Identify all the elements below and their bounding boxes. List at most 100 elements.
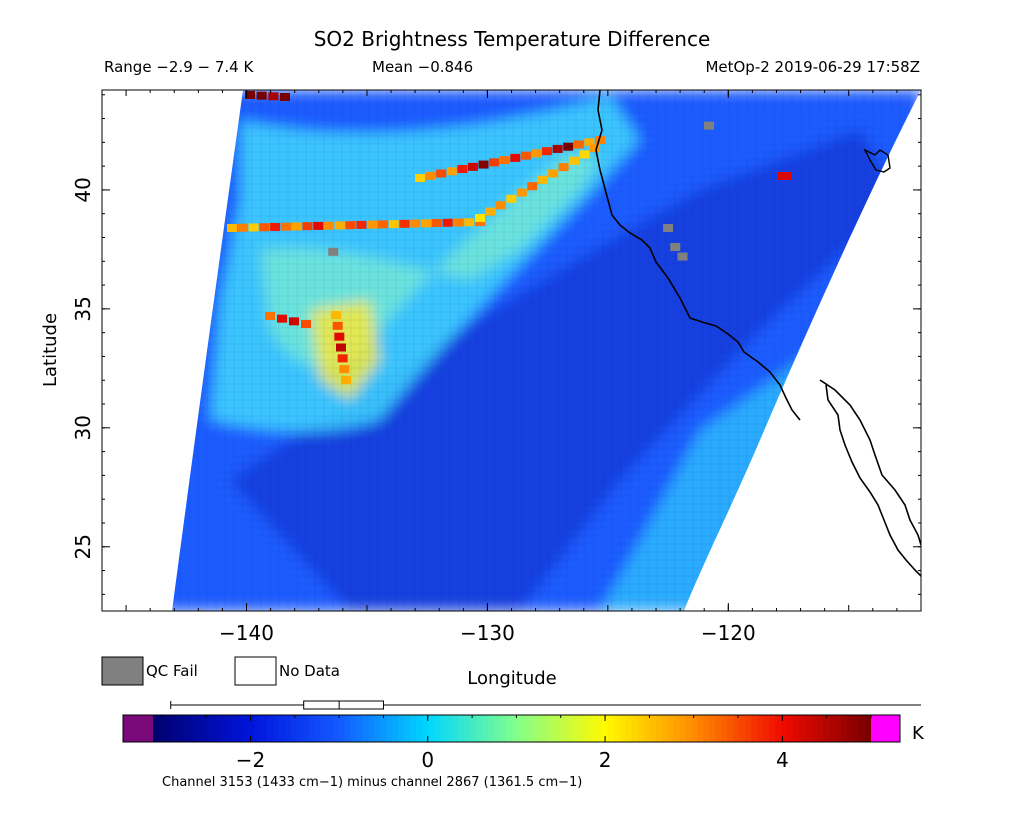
colorbar-segment	[296, 715, 304, 742]
streak-pixel	[527, 182, 538, 191]
colorbar-segment	[589, 715, 597, 742]
colorbar-segment	[667, 715, 675, 742]
colorbar-segment	[853, 715, 860, 742]
streak-pixel	[531, 149, 542, 158]
colorbar-over	[871, 715, 900, 742]
streak-pixel	[446, 167, 457, 176]
hotspot-pixel	[277, 314, 287, 323]
streak-pixel	[453, 218, 464, 227]
streak-pixel	[313, 221, 324, 230]
colorbar-segment	[829, 715, 836, 742]
colorbar-segment	[416, 715, 423, 742]
streak-pixel	[377, 220, 388, 229]
colorbar-segment	[278, 715, 286, 742]
colorbar-segment	[745, 715, 752, 742]
hotspot-pixel	[341, 376, 351, 384]
colorbar-under	[123, 715, 153, 742]
colorbar-segment	[727, 715, 734, 742]
colorbar-segment	[571, 715, 579, 742]
hotspot-pixel	[268, 92, 279, 101]
colorbar-segment	[847, 715, 854, 742]
colorbar-segment	[865, 715, 872, 742]
chart-title: SO2 Brightness Temperature Difference	[314, 27, 711, 51]
streak-pixel	[489, 158, 500, 167]
colorbar-segment	[344, 715, 352, 742]
colorbar-segment	[326, 715, 334, 742]
colorbar-segment	[158, 715, 166, 742]
streak-pixel	[573, 140, 584, 149]
colorbar-segment	[541, 715, 549, 742]
colorbar-segment	[308, 715, 316, 742]
streak-pixel	[520, 151, 531, 160]
colorbar-segment	[793, 715, 800, 742]
range-text: Range −2.9 − 7.4 K	[104, 58, 254, 76]
colorbar-segment	[721, 715, 728, 742]
channel-caption: Channel 3153 (1433 cm−1) minus channel 2…	[162, 775, 582, 790]
hotspot-pixel	[289, 317, 299, 326]
colorbar-segment	[434, 715, 441, 742]
colorbar-segment	[188, 715, 196, 742]
streak-pixel	[457, 165, 468, 174]
qc-fail-pixel	[663, 223, 674, 232]
hotspot-pixel	[334, 332, 345, 341]
streak-pixel	[425, 171, 436, 180]
hotspot-pixel	[339, 365, 350, 374]
colorbar-tick-label: 2	[599, 748, 612, 772]
hotspot-pixel	[337, 354, 348, 363]
colorbar-segment	[320, 715, 328, 742]
x-tick-label: −140	[219, 621, 274, 645]
colorbar-segment	[446, 715, 453, 742]
colorbar-unit: K	[912, 723, 925, 744]
streak-pixel	[291, 222, 302, 231]
streak-pixel	[442, 218, 453, 227]
hotspot-pixel	[245, 91, 255, 99]
colorbar-segment	[553, 715, 561, 742]
streak-pixel	[542, 147, 553, 156]
colorbar-segment	[236, 715, 244, 742]
y-tick-label: 25	[71, 534, 95, 559]
streak-pixel	[280, 222, 291, 231]
colorbar-segment	[374, 715, 381, 742]
colorbar-segment	[176, 715, 184, 742]
colorbar-segment	[182, 715, 190, 742]
streak-pixel	[467, 162, 478, 171]
distribution-boxplot	[170, 700, 921, 710]
colorbar-segment	[643, 715, 651, 742]
colorbar-segment	[254, 715, 262, 742]
colorbar-segment	[595, 715, 603, 742]
colorbar-segment	[841, 715, 848, 742]
colorbar-segment	[488, 715, 495, 742]
streak-pixel	[356, 220, 367, 229]
y-tick-label: 35	[71, 296, 95, 321]
streak-pixel	[595, 136, 605, 144]
colorbar-segment	[607, 715, 615, 742]
colorbar-segment	[350, 715, 358, 742]
colorbar-segment	[290, 715, 298, 742]
colorbar-segment	[709, 715, 717, 742]
colorbar-segment	[242, 715, 250, 742]
colorbar-segment	[547, 715, 555, 742]
colorbar-segment	[482, 715, 489, 742]
y-axis-label: Latitude	[40, 313, 61, 387]
qc-fail-pixel	[328, 247, 339, 256]
colorbar-segment	[601, 715, 609, 742]
colorbar-segment	[781, 715, 788, 742]
colorbar-segment	[823, 715, 830, 742]
colorbar-segment	[799, 715, 806, 742]
colorbar-segment	[625, 715, 633, 742]
map-area	[172, 90, 921, 611]
colorbar-segment	[266, 715, 274, 742]
colorbar-segment	[583, 715, 591, 742]
x-tick-label: −130	[460, 621, 515, 645]
streak-pixel	[548, 169, 559, 178]
qc-fail-pixel	[704, 121, 715, 130]
colorbar-segment	[464, 715, 471, 742]
colorbar-segment	[691, 715, 699, 742]
hotspot-pixel	[778, 172, 792, 180]
y-tick-label: 30	[71, 415, 95, 440]
colorbar-segment	[673, 715, 681, 742]
boxplot-box	[303, 700, 384, 710]
colorbar-segment	[314, 715, 322, 742]
colorbar-segment	[458, 715, 465, 742]
